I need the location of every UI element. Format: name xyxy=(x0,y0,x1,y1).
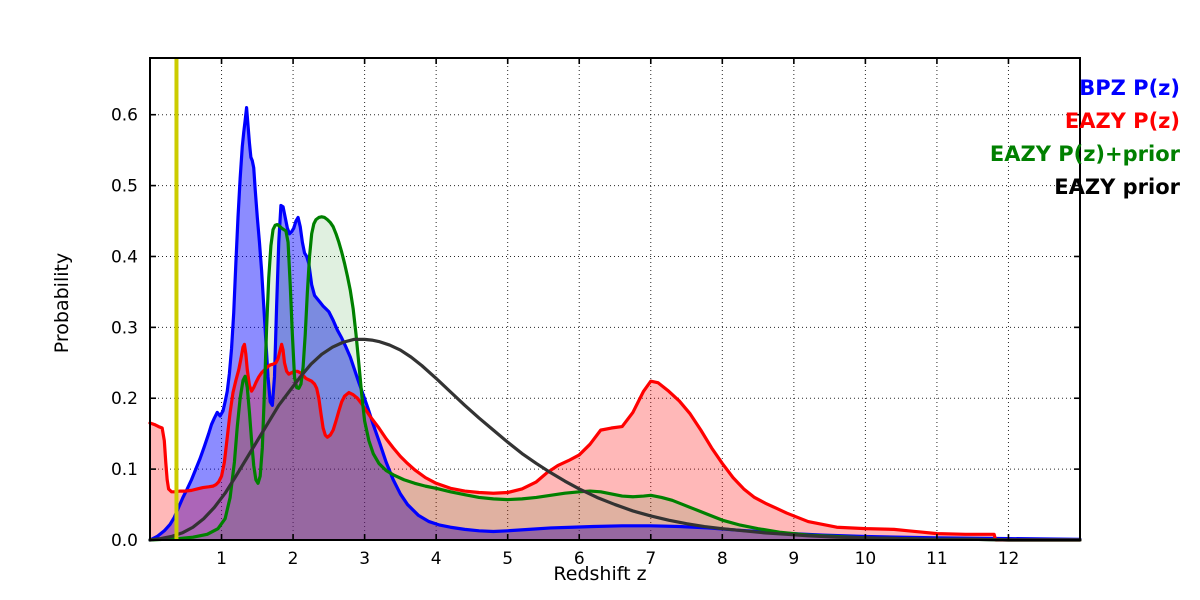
x-tick-label: 10 xyxy=(855,549,877,569)
tick-layer: 1 2 3 4 5 6 7 8 9 10 11 120.00.10.20.30.40.50.6 xyxy=(111,58,1080,569)
legend-item-0: BPZ P(z) xyxy=(1079,76,1180,100)
y-tick-label: 0.2 xyxy=(111,389,138,409)
x-tick-label: 12 xyxy=(998,549,1020,569)
x-tick-label: 5 xyxy=(502,549,513,569)
legend-item-1: EAZY P(z) xyxy=(1064,109,1180,133)
y-tick-label: 0.5 xyxy=(111,177,138,197)
series-line xyxy=(148,215,1082,542)
x-tick-label: 9 xyxy=(788,549,799,569)
x-tick-label: 6 xyxy=(574,549,585,569)
axes-frame xyxy=(149,57,1081,541)
x-tick-label: 3 xyxy=(359,549,370,569)
x-tick-label: 2 xyxy=(288,549,299,569)
legend-item-2: EAZY P(z)+prior xyxy=(989,142,1180,166)
y-tick-label: 0.4 xyxy=(111,247,138,267)
plot-border xyxy=(149,57,1081,541)
y-tick-label: 0.0 xyxy=(111,531,138,551)
x-tick-label: 7 xyxy=(645,549,656,569)
x-axis-label: Redshift z xyxy=(553,563,647,585)
grid-layer xyxy=(150,58,1080,540)
x-tick-label: 11 xyxy=(926,549,948,569)
x-tick-label: 4 xyxy=(431,549,442,569)
x-tick-label: 8 xyxy=(717,549,728,569)
series-line xyxy=(148,106,1082,542)
series-layer xyxy=(148,106,1082,542)
series-line xyxy=(148,342,1082,542)
x-tick-label: 1 xyxy=(216,549,227,569)
series-fill xyxy=(150,216,1080,540)
series-line xyxy=(148,337,1082,542)
y-tick-label: 0.1 xyxy=(111,460,138,480)
y-tick-label: 0.6 xyxy=(111,106,138,126)
y-tick-label: 0.3 xyxy=(111,318,138,338)
series-fill xyxy=(150,344,1080,540)
legend-item-3: EAZY prior xyxy=(1054,175,1180,199)
